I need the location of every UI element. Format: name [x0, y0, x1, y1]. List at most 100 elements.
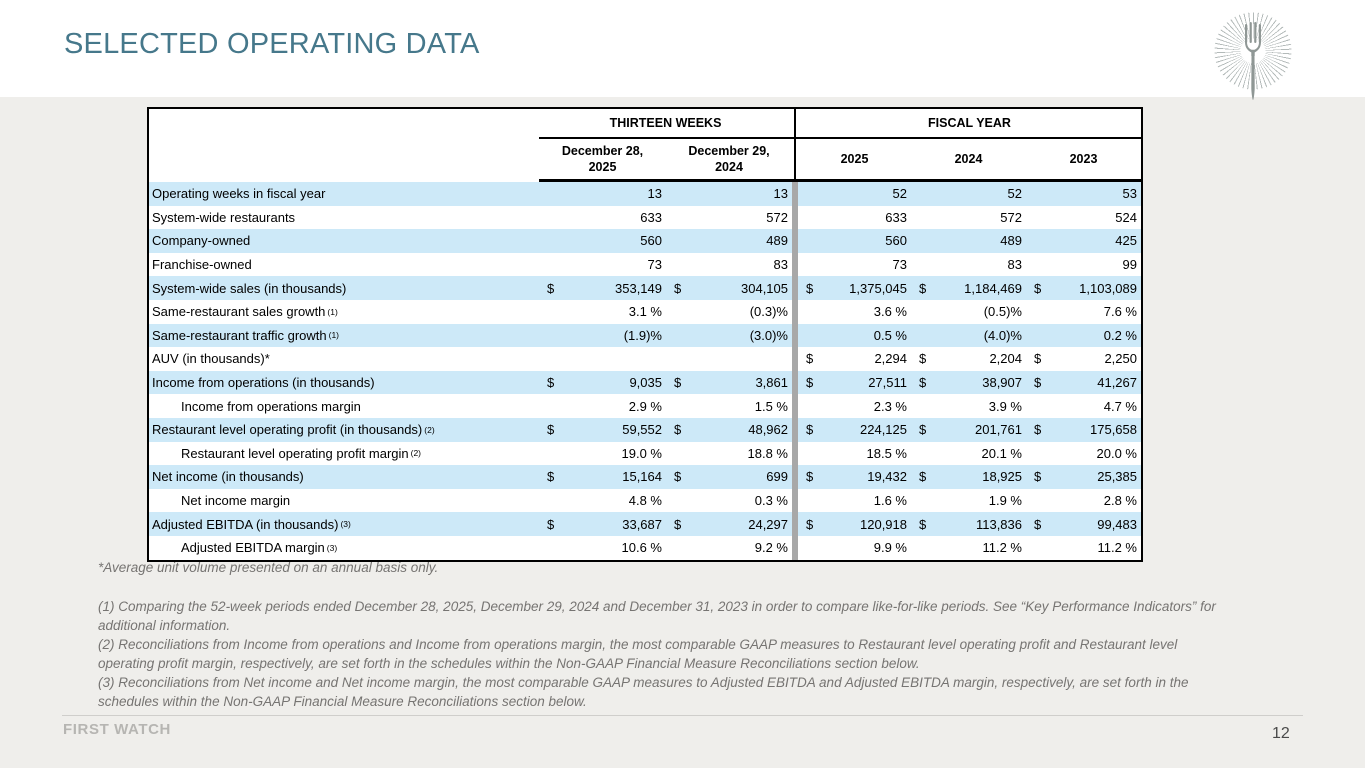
value-cell: $304,105 [666, 276, 792, 300]
cell-value: 4.8 % [628, 493, 662, 509]
value-cell: 53 [1026, 182, 1141, 206]
cell-value: 73 [647, 257, 662, 273]
dollar-sign: $ [806, 375, 814, 391]
value-cell: $48,962 [666, 418, 792, 442]
dollar-sign: $ [1034, 422, 1042, 438]
row-label: Restaurant level operating profit (in th… [152, 422, 435, 438]
row-label-text: Restaurant level operating profit margin [181, 445, 409, 461]
value-cell: $2,250 [1026, 347, 1141, 371]
cell-value: 18.8 % [747, 445, 788, 461]
row-label-text: System-wide restaurants [152, 209, 296, 225]
row-label-text: Restaurant level operating profit (in th… [152, 422, 423, 438]
cell-value: 2,204 [989, 351, 1022, 367]
footnote-3: (3) Reconciliations from Net income and … [98, 675, 1189, 709]
dollar-sign: $ [547, 469, 555, 485]
cell-value: 1,184,469 [964, 280, 1022, 296]
dollar-sign: $ [1034, 280, 1042, 296]
dollar-sign: $ [1034, 516, 1042, 532]
operating-data-table: THIRTEEN WEEKS FISCAL YEAR December 28, … [147, 107, 1143, 562]
cell-value: 224,125 [860, 422, 907, 438]
cell-value: 560 [640, 233, 662, 249]
cell-value: 27,511 [868, 375, 907, 391]
cell-value: 2,294 [874, 351, 907, 367]
table-row: AUV (in thousands)* $2,294 $2,204 $2,250 [149, 347, 1141, 371]
row-label: Net income margin [149, 489, 539, 513]
cell-value: 3.6 % [873, 304, 907, 320]
cell-value: 633 [885, 209, 907, 225]
section-divider-bar [792, 276, 798, 300]
row-label-text: System-wide sales (in thousands) [152, 280, 347, 296]
dollar-sign: $ [806, 351, 814, 367]
value-cell: 633 [539, 206, 666, 230]
cell-value: 3.9 % [988, 398, 1022, 414]
table-row: Adjusted EBITDA margin (3) 10.6 % 9.2 % 9.9 … [149, 535, 1141, 560]
dollar-sign: $ [919, 280, 927, 296]
value-cell: 0.3 % [666, 489, 792, 513]
value-cell: 572 [911, 206, 1026, 230]
value-cell [539, 347, 666, 371]
value-cell: 633 [798, 206, 911, 230]
cell-value: 38,907 [982, 375, 1022, 391]
value-cell: 2.8 % [1026, 489, 1141, 513]
cell-value: 73 [892, 257, 907, 273]
section-divider-bar [792, 441, 798, 466]
row-label: System-wide restaurants [149, 206, 539, 230]
header-section-divider [792, 109, 798, 139]
value-cell: 7.6 % [1026, 300, 1141, 324]
value-cell: 524 [1026, 206, 1141, 230]
cell-value: 3.1 % [628, 304, 662, 320]
column-group-row: THIRTEEN WEEKS FISCAL YEAR [149, 109, 1141, 139]
cell-value: (0.5)% [983, 304, 1022, 320]
dollar-sign: $ [806, 516, 814, 532]
row-label-text: Income from operations (in thousands) [152, 375, 375, 391]
cell-value: 52 [892, 186, 907, 202]
section-divider-bar [792, 205, 798, 230]
row-label-text: Net income (in thousands) [152, 469, 304, 485]
cell-value: 25,385 [1097, 469, 1137, 485]
dollar-sign: $ [1034, 469, 1042, 485]
value-cell: 13 [539, 182, 666, 206]
cell-value: 11.2 % [982, 540, 1022, 556]
value-cell: 18.8 % [666, 442, 792, 466]
value-cell: 99 [1026, 253, 1141, 277]
dollar-sign: $ [919, 375, 927, 391]
section-divider-bar [792, 252, 798, 277]
value-cell: $9,035 [539, 371, 666, 395]
row-label-text: Same-restaurant traffic growth [152, 327, 327, 343]
value-cell: 4.8 % [539, 489, 666, 513]
section-divider-bar [792, 323, 798, 348]
cell-value: 1.5 % [754, 398, 788, 414]
value-cell: 0.5 % [798, 324, 911, 348]
value-cell: (3.0)% [666, 324, 792, 348]
cell-value: 0.3 % [754, 493, 788, 509]
row-label: System-wide sales (in thousands) [149, 276, 539, 300]
footnotes-block: (1) Comparing the 52-week periods ended … [98, 597, 1236, 711]
row-label-text: Same-restaurant sales growth [152, 304, 326, 320]
cell-value: 524 [1115, 209, 1137, 225]
row-label: Same-restaurant sales growth (1) [152, 304, 338, 320]
value-cell: 9.9 % [798, 536, 911, 560]
cell-value: 9,035 [629, 375, 662, 391]
cell-value: 24,297 [748, 516, 788, 532]
row-label: Same-restaurant traffic growth (1) [152, 327, 340, 343]
dollar-sign: $ [806, 422, 814, 438]
value-cell: 2.9 % [539, 394, 666, 418]
value-cell: $15,164 [539, 465, 666, 489]
cell-value: 33,687 [622, 516, 662, 532]
cell-value: 201,761 [975, 422, 1022, 438]
dollar-sign: $ [674, 469, 682, 485]
dollar-sign: $ [674, 516, 682, 532]
cell-value: 560 [885, 233, 907, 249]
asterisk-footnote: *Average unit volume presented on an ann… [98, 560, 439, 575]
column-header-row: December 28, 2025 December 29, 2024 2025… [149, 139, 1141, 182]
value-cell: $2,204 [911, 347, 1026, 371]
col-header-dec-29-2024: December 29, 2024 [666, 139, 792, 182]
value-cell: 560 [539, 229, 666, 253]
cell-value: 9.9 % [873, 540, 907, 556]
value-cell: $1,103,089 [1026, 276, 1141, 300]
row-label-text: Operating weeks in fiscal year [152, 186, 326, 202]
cell-value: 7.6 % [1103, 304, 1137, 320]
section-divider-bar [792, 347, 798, 371]
table-row: System-wide sales (in thousands) $353,149… [149, 276, 1141, 300]
cell-value: 41,267 [1097, 375, 1137, 391]
